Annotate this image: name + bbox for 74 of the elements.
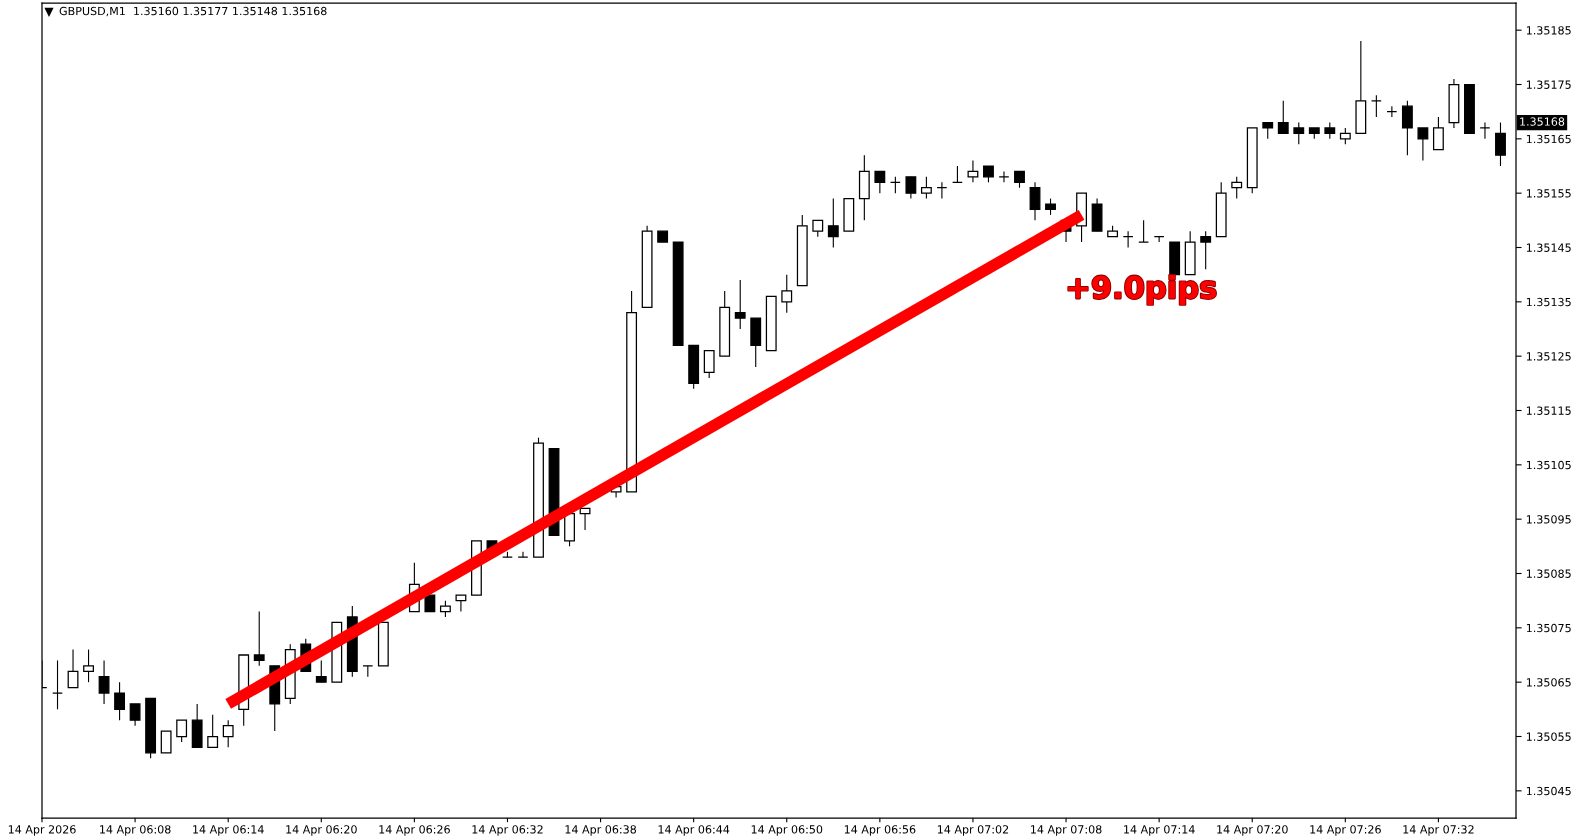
candlestick <box>1495 121 1506 167</box>
x-tick-label: 14 Apr 06:44 <box>658 825 730 836</box>
candlestick <box>1479 121 1491 140</box>
candlestick <box>1432 116 1444 151</box>
y-tick-label: 1.35165 <box>1526 134 1571 144</box>
candlestick <box>1029 181 1041 221</box>
candlestick <box>1122 230 1134 249</box>
candlestick <box>253 610 265 667</box>
x-tick-label: 14 Apr 06:50 <box>751 825 823 836</box>
candlestick <box>114 681 126 721</box>
x-tick-label: 14 Apr 07:32 <box>1403 825 1474 836</box>
candlestick <box>98 659 110 705</box>
candlestick <box>827 198 839 249</box>
y-tick-label: 1.35135 <box>1526 297 1571 307</box>
candlestick <box>998 170 1010 183</box>
y-tick-label: 1.35115 <box>1526 406 1571 415</box>
candlestick <box>781 274 793 314</box>
candlestick <box>52 659 63 710</box>
y-tick-label: 1.35185 <box>1526 26 1571 35</box>
x-tick-label: 14 Apr 06:26 <box>379 825 450 836</box>
y-tick-label: 1.35085 <box>1526 569 1571 578</box>
x-tick-label: 14 Apr 07:02 <box>937 825 1009 836</box>
candlestick <box>207 714 219 748</box>
candlestick <box>579 507 591 531</box>
y-tick-label: 1.35155 <box>1526 189 1571 198</box>
x-tick-label: 14 Apr 2026 <box>8 825 76 836</box>
x-tick-label: 14 Apr 06:56 <box>844 825 916 836</box>
candlestick <box>160 730 172 754</box>
candlestick <box>1293 121 1305 145</box>
candlestick <box>920 176 932 200</box>
y-tick-label: 1.35055 <box>1526 732 1571 741</box>
y-tick-label: 1.35145 <box>1526 243 1571 252</box>
candlestick <box>1417 127 1429 162</box>
x-tick-label: 14 Apr 07:26 <box>1310 825 1381 836</box>
candlestick <box>517 551 529 558</box>
candlestick <box>703 350 715 379</box>
x-tick-label: 14 Apr 06:20 <box>286 825 357 836</box>
chart-title: GBPUSD,M1 1.35160 1.35177 1.35148 1.35168 <box>59 6 327 17</box>
candlestick <box>1277 100 1289 135</box>
candlestick <box>315 659 327 683</box>
x-tick-label: 14 Apr 06:14 <box>193 825 264 836</box>
candlestick <box>83 649 94 683</box>
candlestick <box>967 160 979 183</box>
candlestick <box>734 279 746 330</box>
annotation: 1.35168 <box>1520 117 1565 126</box>
candlestick <box>1386 105 1398 118</box>
x-tick-label: 14 Apr 07:08 <box>1031 825 1102 836</box>
candlestick <box>1138 219 1150 243</box>
candlestick <box>129 703 141 727</box>
candlestick <box>1401 100 1413 156</box>
annotation: +9.0pips <box>1068 275 1216 305</box>
y-tick-label: 1.35095 <box>1526 515 1571 524</box>
x-tick-label: 14 Apr 06:32 <box>472 825 543 836</box>
y-tick-label: 1.35105 <box>1526 460 1571 470</box>
candlestick <box>176 719 188 743</box>
candlestick <box>936 181 948 200</box>
candlestick <box>1231 176 1243 200</box>
y-tick-label: 1.35175 <box>1526 80 1571 89</box>
x-tick-label: 14 Apr 07:14 <box>1124 825 1195 836</box>
x-tick-label: 14 Apr 07:20 <box>1217 825 1288 836</box>
y-tick-label: 1.35125 <box>1526 352 1571 361</box>
x-tick-label: 14 Apr 06:08 <box>100 825 171 836</box>
candlestick <box>874 170 886 194</box>
candlestick <box>1370 94 1382 118</box>
candlestick <box>1200 230 1212 270</box>
y-tick-label: 1.35065 <box>1526 678 1571 687</box>
candlestick <box>1153 236 1165 243</box>
x-tick-label: 14 Apr 06:38 <box>565 825 637 836</box>
candlestick <box>67 649 79 689</box>
y-tick-label: 1.35075 <box>1526 623 1571 633</box>
y-tick-label: 1.35045 <box>1526 786 1571 796</box>
candlestick <box>455 594 467 613</box>
candlestick <box>222 719 234 748</box>
candlestick <box>905 176 917 200</box>
